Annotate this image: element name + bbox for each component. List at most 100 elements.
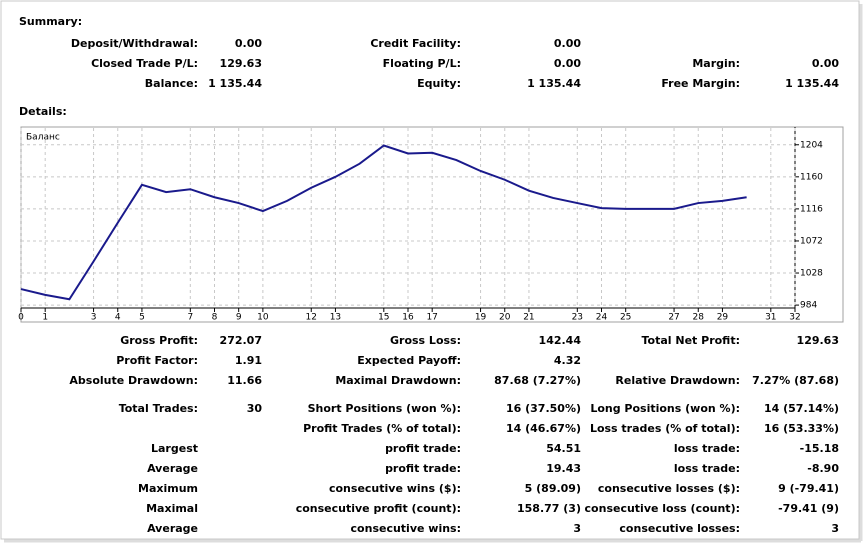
- field-label: consecutive wins ($):: [329, 482, 461, 495]
- x-tick-label: 3: [91, 313, 97, 323]
- field-value: 129.63: [797, 334, 839, 347]
- field-label: Relative Drawdown:: [615, 374, 740, 387]
- field-label: Profit Trades (% of total):: [303, 422, 461, 435]
- field-value: 3: [573, 522, 581, 535]
- y-tick-label: 1160: [800, 172, 823, 182]
- field-value: 14 (46.67%): [506, 422, 581, 435]
- field-value: 1 135.44: [785, 77, 839, 90]
- field-value: 129.63: [220, 57, 262, 70]
- field-label: Deposit/Withdrawal:: [71, 37, 198, 50]
- field-value: 0.00: [554, 37, 581, 50]
- x-tick-label: 20: [499, 313, 511, 323]
- x-tick-label: 28: [693, 313, 705, 323]
- field-label: Margin:: [692, 57, 740, 70]
- series-label: Баланс: [26, 133, 60, 143]
- field-value: 7.27% (87.68): [752, 374, 839, 387]
- field-value: 1.91: [235, 354, 262, 367]
- field-label: Gross Profit:: [120, 334, 198, 347]
- field-label: profit trade:: [385, 442, 461, 455]
- field-label: Average: [147, 462, 198, 475]
- y-tick-label: 984: [800, 301, 817, 311]
- x-tick-label: 23: [572, 313, 583, 323]
- field-value: 1 135.44: [527, 77, 581, 90]
- field-value: 0.00: [812, 57, 839, 70]
- x-tick-label: 10: [257, 313, 269, 323]
- x-tick-label: 16: [402, 313, 414, 323]
- field-value: 0.00: [554, 57, 581, 70]
- field-label: consecutive losses ($):: [598, 482, 740, 495]
- field-label: Expected Payoff:: [357, 354, 461, 367]
- field-label: Equity:: [417, 77, 461, 90]
- field-label: Largest: [151, 442, 198, 455]
- x-tick-label: 8: [212, 313, 218, 323]
- x-tick-label: 21: [523, 313, 534, 323]
- y-tick-label: 1204: [800, 140, 823, 150]
- balance-line: [20, 144, 747, 301]
- x-tick-label: 4: [115, 313, 121, 323]
- field-label: Absolute Drawdown:: [69, 374, 198, 387]
- field-value: -8.90: [807, 462, 839, 475]
- field-label: loss trade:: [674, 462, 740, 475]
- field-value: 5 (89.09): [525, 482, 581, 495]
- field-label: Short Positions (won %):: [308, 402, 461, 415]
- x-tick-label: 24: [596, 313, 608, 323]
- field-value: 158.77 (3): [517, 502, 581, 515]
- field-value: 0.00: [235, 37, 262, 50]
- field-label: Floating P/L:: [383, 57, 461, 70]
- x-tick-label: 32: [789, 313, 800, 323]
- field-value: 16 (37.50%): [506, 402, 581, 415]
- field-value: 11.66: [227, 374, 262, 387]
- field-label: Credit Facility:: [370, 37, 461, 50]
- field-label: consecutive wins:: [351, 522, 461, 535]
- x-tick-label: 5: [139, 313, 145, 323]
- y-tick-label: 1028: [800, 269, 823, 279]
- x-tick-label: 19: [475, 313, 487, 323]
- field-value: 3: [831, 522, 839, 535]
- x-tick-label: 31: [765, 313, 776, 323]
- x-tick-label: 12: [306, 313, 317, 323]
- field-label: consecutive losses:: [619, 522, 740, 535]
- field-value: 87.68 (7.27%): [494, 374, 581, 387]
- field-value: -79.41 (9): [778, 502, 839, 515]
- field-label: Maximum: [138, 482, 198, 495]
- field-label: Long Positions (won %):: [590, 402, 740, 415]
- summary-title: Summary:: [19, 15, 82, 28]
- field-label: Profit Factor:: [116, 354, 198, 367]
- field-value: 16 (53.33%): [764, 422, 839, 435]
- field-value: 9 (-79.41): [778, 482, 839, 495]
- field-label: profit trade:: [385, 462, 461, 475]
- field-value: 30: [247, 402, 263, 415]
- field-value: 272.07: [220, 334, 262, 347]
- field-label: Total Trades:: [119, 402, 198, 415]
- field-label: Average: [147, 522, 198, 535]
- x-tick-label: 7: [187, 313, 193, 323]
- x-tick-label: 25: [620, 313, 631, 323]
- field-value: 142.44: [539, 334, 582, 347]
- x-tick-label: 27: [668, 313, 679, 323]
- y-tick-label: 1116: [800, 204, 823, 214]
- field-label: Loss trades (% of total):: [590, 422, 740, 435]
- x-tick-label: 13: [330, 313, 341, 323]
- field-label: Balance:: [145, 77, 198, 90]
- field-label: loss trade:: [674, 442, 740, 455]
- x-tick-label: 17: [426, 313, 437, 323]
- x-tick-label: 29: [717, 313, 729, 323]
- field-label: Closed Trade P/L:: [91, 57, 198, 70]
- field-value: -15.18: [800, 442, 839, 455]
- y-tick-label: 1072: [800, 236, 823, 246]
- field-value: 54.51: [546, 442, 581, 455]
- field-label: Free Margin:: [661, 77, 740, 90]
- field-label: Maximal: [146, 502, 198, 515]
- field-value: 4.32: [554, 354, 581, 367]
- field-value: 14 (57.14%): [764, 402, 839, 415]
- field-label: consecutive loss (count):: [585, 502, 740, 515]
- field-label: consecutive profit (count):: [296, 502, 461, 515]
- field-value: 1 135.44: [208, 77, 262, 90]
- details-title: Details:: [19, 105, 67, 118]
- field-label: Gross Loss:: [390, 334, 461, 347]
- x-tick-label: 1: [42, 313, 48, 323]
- x-tick-label: 9: [236, 313, 242, 323]
- field-label: Maximal Drawdown:: [335, 374, 461, 387]
